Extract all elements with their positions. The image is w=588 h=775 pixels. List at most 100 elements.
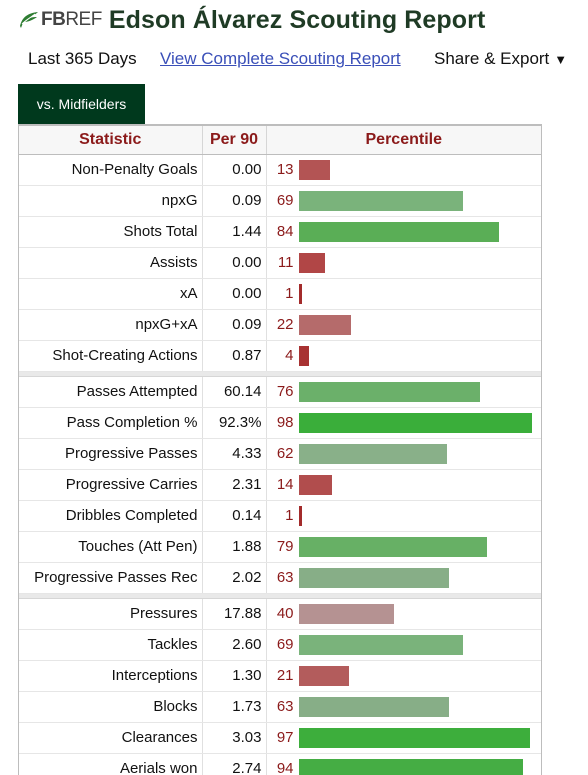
percentile-cell: 98 xyxy=(266,407,541,439)
percentile-cell: 63 xyxy=(266,562,542,594)
stat-name: xA xyxy=(19,278,203,310)
table-row: Clearances 3.03 97 xyxy=(19,722,542,754)
per90-value: 0.14 xyxy=(202,500,267,532)
stat-name: npxG xyxy=(19,185,203,217)
percentile-cell: 79 xyxy=(266,531,541,563)
percentile-wrapper: 63 xyxy=(267,692,542,722)
per90-value: 4.33 xyxy=(202,438,267,470)
page-title: Edson Álvarez Scouting Report xyxy=(108,5,486,34)
table-row: Aerials won 2.74 94 xyxy=(19,753,541,775)
percentile-wrapper: 1 xyxy=(267,279,542,309)
percentile-value: 22 xyxy=(276,316,294,333)
percentile-bar-track xyxy=(298,190,537,211)
percentile-value: 62 xyxy=(276,445,294,462)
percentile-cell: 97 xyxy=(266,722,542,754)
share-export-label: Share & Export xyxy=(434,49,550,68)
table-row: Assists 0.00 11 xyxy=(19,247,541,279)
fbref-logo[interactable]: FB REF xyxy=(18,5,102,35)
percentile-wrapper: 69 xyxy=(267,630,542,660)
complete-report-link[interactable]: View Complete Scouting Report xyxy=(160,49,401,68)
stat-name: Pass Completion % xyxy=(19,407,203,439)
percentile-bar xyxy=(298,536,487,557)
tab-vs-midfielders[interactable]: vs. Midfielders xyxy=(18,84,145,124)
percentile-wrapper: 40 xyxy=(267,599,542,629)
percentile-bar-track xyxy=(298,696,537,717)
stat-name: Shot-Creating Actions xyxy=(19,340,203,372)
percentile-bar xyxy=(298,474,332,495)
percentile-wrapper: 22 xyxy=(267,310,542,340)
percentile-bar xyxy=(298,505,302,526)
per90-value: 60.14 xyxy=(202,376,267,408)
table-row: Progressive Passes Rec 2.02 63 xyxy=(19,562,542,594)
report-subnav: Last 365 Days View Complete Scouting Rep… xyxy=(28,48,588,72)
stat-name: Assists xyxy=(19,247,203,279)
percentile-cell: 69 xyxy=(266,629,542,661)
percentile-cell: 21 xyxy=(266,660,541,692)
percentile-bar-track xyxy=(298,505,537,526)
per90-value: 1.88 xyxy=(202,531,267,563)
percentile-wrapper: 62 xyxy=(267,439,542,469)
table-row: Touches (Att Pen) 1.88 79 xyxy=(19,531,541,563)
stat-name: Blocks xyxy=(19,691,203,723)
stat-name: Progressive Passes xyxy=(19,438,203,470)
stat-name: Shots Total xyxy=(19,216,203,248)
per90-value: 1.73 xyxy=(202,691,267,723)
per90-value: 0.09 xyxy=(202,309,267,341)
percentile-value: 14 xyxy=(276,476,294,493)
percentile-wrapper: 97 xyxy=(267,723,542,753)
percentile-cell: 63 xyxy=(266,691,542,723)
header-per90[interactable]: Per 90 xyxy=(201,126,266,155)
table-row: Passes Attempted 60.14 76 xyxy=(19,376,541,408)
percentile-value: 40 xyxy=(276,605,294,622)
header-statistic[interactable]: Statistic xyxy=(19,126,202,155)
percentile-bar xyxy=(298,665,349,686)
stat-name: Progressive Passes Rec xyxy=(19,562,203,594)
table-row: Pass Completion % 92.3% 98 xyxy=(19,407,541,439)
table-row: Progressive Carries 2.31 14 xyxy=(19,469,541,501)
stat-name: Passes Attempted xyxy=(19,376,203,408)
percentile-bar-track xyxy=(298,381,537,402)
percentile-bar xyxy=(298,381,480,402)
percentile-cell: 22 xyxy=(266,309,542,341)
stat-name: Interceptions xyxy=(19,660,203,692)
percentile-cell: 14 xyxy=(266,469,541,501)
table-row: npxG+xA 0.09 22 xyxy=(19,309,542,341)
header-percentile[interactable]: Percentile xyxy=(265,126,541,155)
percentile-bar-track xyxy=(298,634,537,655)
percentile-bar-track xyxy=(298,159,537,180)
percentile-cell: 1 xyxy=(266,500,541,532)
percentile-value: 11 xyxy=(277,254,294,271)
percentile-bar-track xyxy=(298,727,537,748)
stat-name: Dribbles Completed xyxy=(19,500,203,532)
percentile-bar xyxy=(298,412,532,433)
percentile-bar xyxy=(298,252,325,273)
percentile-value: 79 xyxy=(276,538,294,555)
separator-cell xyxy=(19,593,541,599)
percentile-bar xyxy=(298,727,530,748)
percentile-bar xyxy=(298,634,463,655)
percentile-bar-track xyxy=(298,443,537,464)
table-row: Shot-Creating Actions 0.87 4 xyxy=(19,340,541,372)
table-row: Shots Total 1.44 84 xyxy=(19,216,541,248)
stat-name: Non-Penalty Goals xyxy=(19,154,203,186)
table-row: Progressive Passes 4.33 62 xyxy=(19,438,542,470)
per90-value: 3.03 xyxy=(202,722,267,754)
table-header-row: Statistic Per 90 Percentile xyxy=(19,126,541,155)
per90-value: 17.88 xyxy=(202,598,267,630)
percentile-value: 69 xyxy=(276,636,294,653)
logo-text-fb: FB xyxy=(41,9,66,30)
per90-value: 2.60 xyxy=(202,629,267,661)
scouting-table-container: Statistic Per 90 Percentile Non-Penalty … xyxy=(18,124,542,775)
percentile-wrapper: 63 xyxy=(267,563,542,593)
percentile-value: 21 xyxy=(276,667,294,684)
percentile-wrapper: 13 xyxy=(267,155,542,185)
percentile-value: 98 xyxy=(276,414,294,431)
period-label: Last 365 Days xyxy=(28,49,137,68)
stat-name: Aerials won xyxy=(19,753,203,775)
percentile-cell: 4 xyxy=(266,340,541,372)
per90-value: 2.74 xyxy=(202,753,267,775)
share-export-menu[interactable]: Share & Export ▼ xyxy=(434,49,567,69)
percentile-cell: 13 xyxy=(266,154,542,186)
percentile-bar-track xyxy=(298,474,537,495)
percentile-bar xyxy=(298,159,330,180)
